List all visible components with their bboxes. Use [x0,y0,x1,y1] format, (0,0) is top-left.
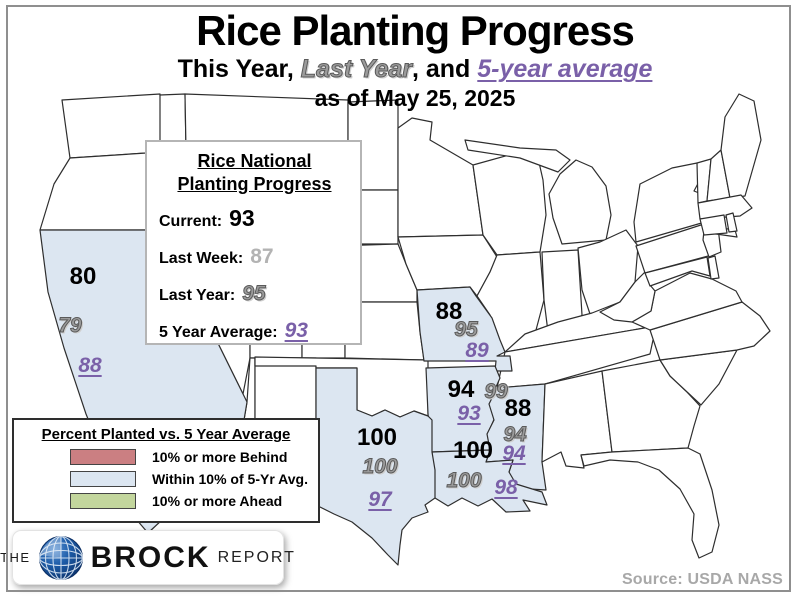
state-nc [649,301,771,361]
source-attribution: Source: USDA NASS [607,567,791,591]
source-text: Source: USDA NASS [621,571,783,588]
national-last-week-value: 87 [250,245,274,268]
legend-item-ahead: 10% or more Ahead [70,493,310,509]
state-ct [699,214,728,236]
page-title: Rice Planting Progress [196,7,635,54]
national-average-value: 93 [284,319,308,342]
logo-report-text: REPORT [217,548,296,566]
within-color-swatch [70,471,136,487]
national-row-current: Current: 93 [159,205,350,232]
behind-color-swatch [70,449,136,465]
national-last-year-value: 95 [242,282,266,306]
legend-label: Within 10% of 5-Yr Avg. [152,471,308,487]
legend-title: Percent Planted vs. 5 Year Average [41,426,291,443]
national-current-value: 93 [229,205,255,231]
national-row-label: Last Week: [159,250,244,267]
subtitle-average: 5-year average [477,55,653,84]
national-row-label: Current: [159,213,223,230]
national-row-last-week: Last Week: 87 [159,245,350,269]
brock-report-logo: THE BROCK REPORT [0,530,294,585]
header: Rice Planting Progress This Year, Last Y… [40,8,790,112]
national-progress-box: Rice National Planting Progress Current:… [145,140,362,345]
state-or [39,151,163,231]
state-mo [416,286,513,372]
state-mn [397,117,484,238]
state-de [707,255,720,280]
national-box-heading: Rice National Planting Progress [159,150,350,195]
ahead-color-swatch [70,493,136,509]
state-wv [599,271,656,323]
national-row-label: 5 Year Average: [159,324,278,341]
national-row-label: Last Year: [159,287,236,304]
state-la [431,449,548,513]
state-ri [725,212,738,233]
subtitle-last-year: Last Year [300,55,412,84]
state-tx [315,367,436,566]
as-of-date: as of May 25, 2025 [314,85,516,112]
subtitle: This Year, Last Year, and 5-year average [40,55,790,84]
state-mi-upper [464,139,571,173]
subtitle-this-year: This Year, [177,55,301,84]
state-fl [580,447,720,559]
state-md [644,256,711,287]
logo-brock-text: BROCK [90,540,211,574]
legend-item-behind: 10% or more Behind [70,449,310,465]
subtitle-and: , and [411,55,478,84]
national-row-average: 5 Year Average: 93 [159,319,350,343]
national-box-heading-line2: Planting Progress [177,173,332,194]
legend-item-within: Within 10% of 5-Yr Avg. [70,471,310,487]
national-box-heading-line1: Rice National [197,151,312,171]
logo-the-text: THE [0,550,31,565]
state-ma [697,194,753,220]
legend-label: 10% or more Ahead [152,493,283,509]
globe-icon [38,535,83,580]
legend: Percent Planted vs. 5 Year Average 10% o… [12,418,320,523]
national-row-last-year: Last Year: 95 [159,282,350,306]
state-mi [548,159,612,245]
legend-label: 10% or more Behind [152,449,288,465]
